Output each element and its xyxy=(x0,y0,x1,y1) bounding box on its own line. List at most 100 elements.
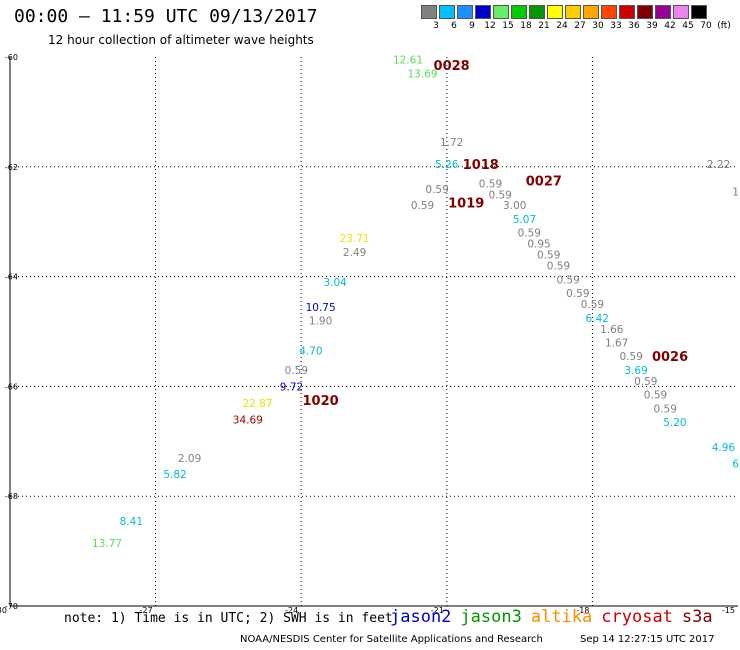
wave-height-point: 0.59 xyxy=(634,376,657,388)
color-scale-label: 27 xyxy=(574,21,586,31)
x-tick-label: -27 xyxy=(140,606,153,615)
wave-height-point: 0.59 xyxy=(581,299,604,311)
color-swatch xyxy=(673,5,689,19)
color-swatch xyxy=(493,5,509,19)
color-swatch xyxy=(511,5,527,19)
x-tick-label: -18 xyxy=(576,606,589,615)
wave-height-point: 3.00 xyxy=(503,200,526,212)
wave-height-point: 0.59 xyxy=(479,178,502,190)
wave-height-point: 0.59 xyxy=(411,200,434,212)
color-swatch xyxy=(619,5,635,19)
wave-height-point: 5.20 xyxy=(663,417,686,429)
x-tick-label: -24 xyxy=(285,606,298,615)
wave-height-point: 10.75 xyxy=(306,302,336,314)
y-tick-label: -70 xyxy=(5,602,18,611)
mission-legend-item: s3a xyxy=(681,607,713,627)
wave-height-point: 0.59 xyxy=(285,365,308,377)
wave-height-point: 0.59 xyxy=(620,351,643,363)
wave-height-point: 0.59 xyxy=(644,390,667,402)
color-scale-label: 24 xyxy=(556,21,568,31)
wave-height-point: 22.87 xyxy=(242,398,272,410)
wave-height-point: 0.59 xyxy=(488,189,511,201)
wave-height-point: 5.82 xyxy=(163,469,186,481)
color-scale-label: 30 xyxy=(592,21,604,31)
color-scale-label: 70 xyxy=(700,21,712,31)
color-scale-label: 45 xyxy=(682,21,694,31)
color-swatch xyxy=(457,5,473,19)
wave-height-point: 6 xyxy=(732,458,739,470)
wave-height-point: 5.26 xyxy=(435,159,459,171)
time-label: 1018 xyxy=(463,158,499,173)
chart-title: 00:00 – 11:59 UTC 09/13/2017 xyxy=(14,6,318,27)
wave-height-point: 4.96 xyxy=(712,442,736,454)
color-scale-label: 15 xyxy=(502,21,514,31)
mission-legend: jason2 jason3 altika cryosat s3a xyxy=(390,607,722,627)
mission-legend-item: jason2 xyxy=(390,607,452,627)
x-tick-label: -30 xyxy=(0,606,7,615)
wave-height-point: 13.77 xyxy=(92,538,122,550)
wave-height-point: 0.59 xyxy=(518,228,541,240)
wave-height-point: 5.07 xyxy=(513,214,536,226)
color-scale-label: 3 xyxy=(433,21,439,31)
color-scale-label: 9 xyxy=(469,21,475,31)
color-scale-label: 36 xyxy=(628,21,640,31)
wave-height-point: 4.70 xyxy=(299,346,322,358)
wave-height-point: 0.59 xyxy=(566,288,589,300)
wave-height-point: 0.59 xyxy=(425,184,448,196)
wave-height-point: 2.49 xyxy=(343,247,366,259)
wave-height-point: 6.42 xyxy=(586,313,609,325)
y-tick-label: -60 xyxy=(5,53,18,62)
mission-legend-item: cryosat xyxy=(601,607,673,627)
color-scale-label: 21 xyxy=(538,21,550,31)
wave-height-point: 1.67 xyxy=(605,337,628,349)
color-swatch xyxy=(421,5,437,19)
wave-height-point: 3.04 xyxy=(323,277,347,289)
wave-height-point: 0.95 xyxy=(527,239,550,251)
wave-height-point: 12.61 xyxy=(393,55,423,67)
time-label: 0028 xyxy=(434,59,470,74)
wave-height-point: 13.69 xyxy=(408,68,438,80)
wave-height-point: 3.69 xyxy=(624,365,647,377)
color-scale-unit: (ft) xyxy=(717,21,731,31)
color-scale-label: 12 xyxy=(484,21,496,31)
wave-height-point: 1.72 xyxy=(440,137,463,149)
color-swatch xyxy=(547,5,563,19)
time-label: 0027 xyxy=(526,175,562,190)
wave-height-point: 0.59 xyxy=(537,250,560,262)
x-tick-label: -21 xyxy=(431,606,444,615)
color-scale-label: 33 xyxy=(610,21,622,31)
color-swatch xyxy=(655,5,671,19)
wave-height-point: 0.59 xyxy=(556,274,579,286)
wave-height-point: 0.59 xyxy=(654,403,677,415)
wave-height-point: 1 xyxy=(732,187,739,199)
time-label: 1020 xyxy=(303,394,339,409)
wave-height-point: 23.71 xyxy=(340,233,370,245)
color-swatch xyxy=(637,5,653,19)
mission-legend-item: altika xyxy=(530,607,593,627)
wave-height-point: 34.69 xyxy=(233,414,263,426)
wave-height-point: 8.41 xyxy=(120,516,143,528)
color-scale-label: 39 xyxy=(646,21,658,31)
wave-height-point: 1.90 xyxy=(309,316,332,328)
mission-legend-item: jason3 xyxy=(460,607,522,627)
color-scale-label: 6 xyxy=(451,21,457,31)
color-swatch xyxy=(475,5,491,19)
note-text: note: 1) Time is in UTC; 2) SWH is in fe… xyxy=(64,611,393,626)
color-swatch xyxy=(583,5,599,19)
wave-height-point: 2.22 xyxy=(707,159,730,171)
color-swatch xyxy=(529,5,545,19)
y-tick-label: -66 xyxy=(5,382,18,391)
color-scale-label: 18 xyxy=(520,21,532,31)
time-label: 0026 xyxy=(652,350,688,365)
wave-height-point: 9.72 xyxy=(280,381,303,393)
footer-credit: NOAA/NESDIS Center for Satellite Applica… xyxy=(240,634,543,645)
chart-subtitle: 12 hour collection of altimeter wave hei… xyxy=(48,33,314,47)
color-scale-label: 42 xyxy=(664,21,676,31)
color-swatch xyxy=(691,5,707,19)
y-tick-label: -62 xyxy=(5,163,18,172)
wave-height-point: 1.66 xyxy=(600,324,624,336)
color-swatch xyxy=(439,5,455,19)
color-swatch xyxy=(601,5,617,19)
time-label: 1019 xyxy=(448,196,484,211)
